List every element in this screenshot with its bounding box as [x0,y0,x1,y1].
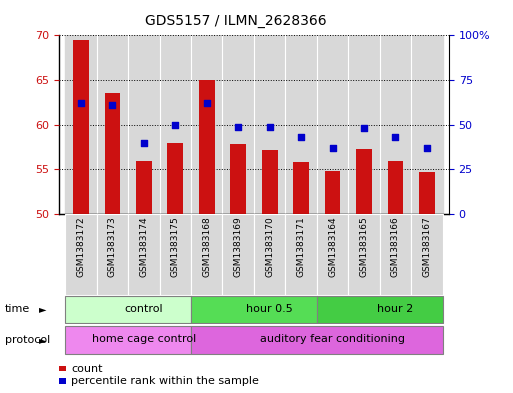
Bar [97,214,128,295]
Bar [387,161,403,214]
Bar [293,162,309,214]
Bar [191,296,317,323]
Bar [128,35,160,214]
Text: GSM1383170: GSM1383170 [265,217,274,277]
Bar [285,35,317,214]
Text: ►: ► [38,335,46,345]
Bar [65,326,191,354]
Text: ►: ► [38,305,46,314]
Text: GSM1383165: GSM1383165 [360,217,368,277]
Bar [223,35,254,214]
Text: hour 2: hour 2 [377,304,413,314]
Bar [160,35,191,214]
Bar [136,161,152,214]
Bar [411,35,443,214]
Bar [317,296,443,323]
Point [391,134,400,140]
Point [234,123,242,130]
Bar [348,35,380,214]
Point [77,100,85,107]
Point [297,134,305,140]
Bar [411,214,443,295]
Text: count: count [71,364,103,374]
Bar [191,214,223,295]
Bar [254,35,285,214]
Bar [97,35,128,214]
Text: GSM1383167: GSM1383167 [422,217,431,277]
Bar [65,35,97,214]
Text: home cage control: home cage control [92,334,196,344]
Bar [317,35,348,214]
Bar [160,214,191,295]
Bar [348,214,380,295]
Bar [262,150,278,214]
Bar [419,172,435,214]
Text: protocol: protocol [5,335,50,345]
Point [423,145,431,151]
Text: GDS5157 / ILMN_2628366: GDS5157 / ILMN_2628366 [145,14,327,28]
Text: GSM1383171: GSM1383171 [297,217,306,277]
Text: GSM1383174: GSM1383174 [140,217,148,277]
Text: percentile rank within the sample: percentile rank within the sample [71,376,259,386]
Point [140,140,148,146]
Point [328,145,337,151]
Text: hour 0.5: hour 0.5 [246,304,293,314]
Bar [285,214,317,295]
Bar [191,326,443,354]
Point [108,102,116,108]
Text: GSM1383164: GSM1383164 [328,217,337,277]
Bar [356,149,372,214]
Point [171,122,180,128]
Bar [105,94,121,214]
Point [266,123,274,130]
Text: auditory fear conditioning: auditory fear conditioning [260,334,405,344]
Text: time: time [5,305,30,314]
Text: GSM1383168: GSM1383168 [202,217,211,277]
Bar [128,214,160,295]
Point [360,125,368,132]
Bar [191,35,223,214]
Text: GSM1383175: GSM1383175 [171,217,180,277]
Point [203,100,211,107]
Bar [380,35,411,214]
Bar [230,145,246,214]
Text: GSM1383166: GSM1383166 [391,217,400,277]
Text: control: control [125,304,163,314]
Bar [167,143,183,214]
Bar [254,214,285,295]
Bar [199,80,214,214]
Bar [73,40,89,214]
Bar [223,214,254,295]
Text: GSM1383173: GSM1383173 [108,217,117,277]
Bar [65,214,97,295]
Bar [325,171,341,214]
Text: GSM1383169: GSM1383169 [234,217,243,277]
Bar [317,214,348,295]
Bar [65,296,191,323]
Bar [380,214,411,295]
Text: GSM1383172: GSM1383172 [76,217,86,277]
